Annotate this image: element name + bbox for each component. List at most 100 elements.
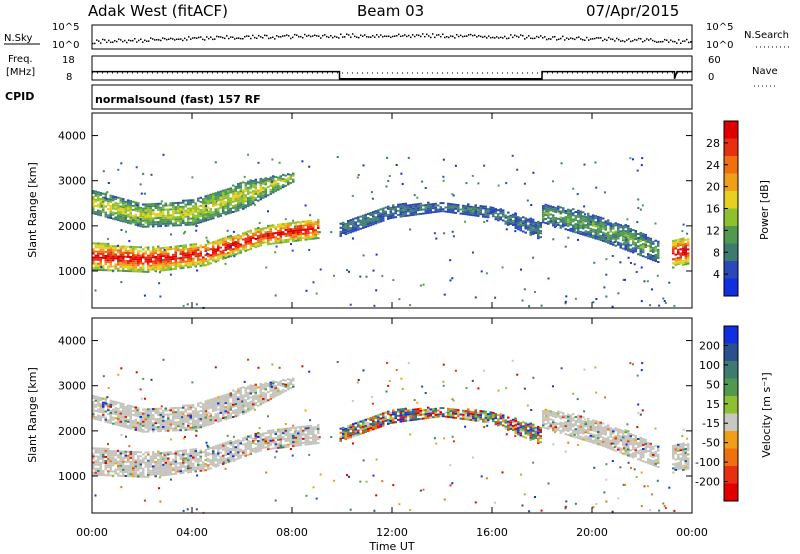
power-cell: [189, 209, 192, 212]
power-cell: [634, 244, 637, 247]
velocity-cell: [199, 426, 202, 429]
power-cell: [194, 243, 197, 246]
power-cell: [252, 192, 255, 195]
power-cell: [184, 264, 187, 267]
power-cell: [179, 251, 182, 253]
power-cell: [209, 201, 212, 204]
power-cell: [217, 249, 220, 252]
velocity-cell: [112, 452, 115, 455]
power-cell: [349, 229, 352, 232]
velocity-cell: [127, 460, 130, 463]
velocity-cell: [222, 404, 225, 407]
power-cell: [122, 210, 125, 213]
velocity-cell: [119, 452, 122, 455]
velocity-cell: [262, 440, 265, 443]
power-cell: [119, 211, 122, 214]
power-cell: [457, 208, 460, 211]
power-noise: [349, 303, 352, 306]
velocity-cell: [202, 409, 205, 412]
velocity-cell: [262, 434, 265, 437]
power-cell: [342, 227, 345, 230]
power-cell: [132, 254, 135, 257]
power-cell: [392, 204, 395, 207]
power-cell: [429, 203, 432, 206]
power-cell: [154, 223, 157, 226]
power-cell: [147, 258, 150, 261]
power-cell: [357, 224, 360, 227]
power-cell: [254, 186, 257, 189]
power-cell: [364, 219, 367, 222]
power-cell: [249, 201, 252, 204]
power-cell: [212, 199, 215, 201]
power-cell: [192, 245, 195, 248]
power-cell: [654, 256, 657, 258]
power-cell: [519, 223, 522, 226]
power-cell: [299, 223, 302, 225]
velocity-cell: [114, 403, 117, 406]
power-cell: [294, 227, 297, 230]
power-cell: [269, 184, 272, 187]
power-noise: [443, 232, 446, 235]
velocity-cell: [224, 445, 227, 448]
power-cell: [604, 238, 607, 241]
power-noise: [247, 153, 250, 156]
velocity-cell: [277, 383, 280, 386]
power-cell: [99, 214, 102, 217]
power-cell: [107, 214, 110, 217]
power-cell: [559, 206, 562, 209]
nsky-point: [416, 34, 418, 36]
velocity-cell: [247, 410, 250, 413]
velocity-cell: [272, 396, 275, 399]
velocity-cell: [227, 417, 230, 420]
nsky-point: [154, 39, 156, 41]
power-noise: [619, 261, 622, 264]
power-cell: [129, 212, 132, 215]
power-cell: [597, 234, 600, 237]
power-cell: [182, 254, 185, 257]
power-cell: [137, 202, 140, 205]
velocity-cell: [252, 407, 255, 410]
nsky-point: [536, 35, 538, 38]
power-noise: [186, 303, 189, 306]
power-cell: [639, 250, 642, 253]
power-cell: [477, 206, 480, 209]
velocity-cell: [109, 413, 112, 416]
power-cell: [287, 181, 290, 184]
velocity-cell: [219, 445, 222, 448]
nsky-point: [388, 35, 390, 37]
velocity-cell: [107, 403, 110, 406]
power-cell: [687, 244, 690, 247]
power-noise: [632, 158, 634, 161]
power-noise: [505, 182, 508, 185]
velocity-cell: [259, 393, 262, 396]
velocity-cell: [204, 402, 207, 405]
nsky-trace: [92, 33, 692, 45]
velocity-cell: [269, 393, 272, 396]
velocity-cell: [122, 450, 125, 453]
power-cell: [182, 264, 185, 267]
power-cell: [174, 210, 177, 213]
power-noise: [564, 300, 567, 303]
nsky-point: [466, 35, 468, 37]
power-cell: [254, 180, 257, 183]
power-cell: [612, 233, 615, 236]
velocity-cell: [289, 441, 292, 444]
power-cell: [164, 208, 167, 211]
power-cell: [299, 235, 302, 238]
velocity-cell: [197, 422, 200, 425]
power-cell: [487, 214, 490, 217]
velocity-cell: [294, 440, 297, 443]
power-cell: [117, 215, 120, 217]
power-cell: [519, 227, 522, 230]
velocity-cell: [102, 403, 105, 406]
power-cell: [112, 255, 115, 258]
nsky-point: [300, 35, 302, 38]
nsky-point: [534, 37, 536, 40]
power-noise: [557, 210, 560, 213]
velocity-cell: [122, 474, 125, 477]
power-cell: [444, 206, 447, 209]
power-cell: [304, 222, 307, 225]
nsky-point: [412, 34, 414, 36]
velocity-cell: [192, 424, 195, 427]
